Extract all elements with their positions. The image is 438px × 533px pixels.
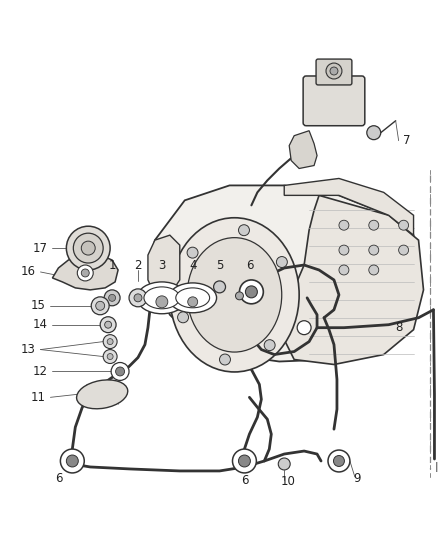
Ellipse shape	[169, 283, 216, 313]
Circle shape	[297, 321, 311, 335]
Circle shape	[91, 297, 109, 315]
Circle shape	[367, 126, 381, 140]
Circle shape	[66, 455, 78, 467]
Circle shape	[245, 286, 258, 298]
Text: 6: 6	[241, 474, 248, 487]
Text: 7: 7	[403, 134, 410, 147]
Polygon shape	[148, 235, 180, 295]
Circle shape	[339, 265, 349, 275]
Circle shape	[187, 247, 198, 258]
Circle shape	[236, 292, 244, 300]
Text: 3: 3	[158, 259, 166, 271]
Circle shape	[278, 458, 290, 470]
Text: 10: 10	[281, 475, 296, 488]
Circle shape	[103, 335, 117, 349]
Circle shape	[188, 297, 198, 307]
Circle shape	[104, 290, 120, 306]
Circle shape	[107, 353, 113, 360]
Circle shape	[129, 289, 147, 307]
Text: 13: 13	[21, 343, 36, 356]
Polygon shape	[289, 131, 317, 168]
Circle shape	[73, 233, 103, 263]
Circle shape	[399, 220, 409, 230]
Text: 11: 11	[31, 391, 46, 404]
Ellipse shape	[137, 282, 187, 314]
Text: 1: 1	[108, 259, 116, 271]
Circle shape	[96, 301, 105, 310]
Circle shape	[339, 245, 349, 255]
Circle shape	[264, 340, 275, 351]
Text: 4: 4	[189, 259, 197, 271]
Circle shape	[77, 265, 93, 281]
Text: 2: 2	[134, 259, 142, 271]
Ellipse shape	[144, 287, 180, 309]
Circle shape	[116, 367, 124, 376]
Circle shape	[330, 67, 338, 75]
Text: 16: 16	[21, 265, 36, 278]
FancyBboxPatch shape	[303, 76, 365, 126]
Polygon shape	[284, 196, 424, 365]
FancyBboxPatch shape	[316, 59, 352, 85]
Text: 6: 6	[246, 259, 253, 271]
Text: 9: 9	[353, 472, 360, 486]
Circle shape	[239, 225, 250, 236]
Circle shape	[399, 245, 409, 255]
Circle shape	[233, 449, 256, 473]
Circle shape	[369, 265, 379, 275]
Text: 17: 17	[33, 241, 48, 255]
Polygon shape	[284, 179, 413, 235]
Text: 12: 12	[33, 365, 48, 378]
Circle shape	[109, 294, 116, 301]
Text: 8: 8	[395, 321, 403, 334]
Circle shape	[326, 63, 342, 79]
Polygon shape	[150, 185, 419, 361]
Ellipse shape	[187, 238, 282, 352]
Circle shape	[276, 256, 287, 268]
Circle shape	[81, 269, 89, 277]
Circle shape	[369, 220, 379, 230]
Circle shape	[177, 312, 188, 323]
Text: 6: 6	[55, 472, 62, 486]
Circle shape	[328, 450, 350, 472]
Text: 5: 5	[216, 259, 223, 271]
Circle shape	[214, 281, 226, 293]
Circle shape	[156, 296, 168, 308]
Circle shape	[333, 456, 344, 466]
Circle shape	[105, 321, 112, 328]
Ellipse shape	[77, 380, 128, 409]
Circle shape	[107, 338, 113, 345]
Ellipse shape	[170, 218, 299, 372]
Circle shape	[339, 220, 349, 230]
Circle shape	[103, 350, 117, 364]
Circle shape	[111, 362, 129, 381]
Polygon shape	[53, 255, 118, 290]
Circle shape	[81, 241, 95, 255]
Circle shape	[369, 245, 379, 255]
Text: l: l	[434, 463, 438, 475]
Circle shape	[240, 280, 263, 304]
Circle shape	[60, 449, 84, 473]
Circle shape	[219, 354, 230, 365]
Circle shape	[238, 455, 251, 467]
Text: 14: 14	[33, 318, 48, 331]
Text: 15: 15	[31, 300, 46, 312]
Ellipse shape	[176, 288, 210, 308]
Circle shape	[134, 294, 142, 302]
Circle shape	[66, 226, 110, 270]
Circle shape	[100, 317, 116, 333]
